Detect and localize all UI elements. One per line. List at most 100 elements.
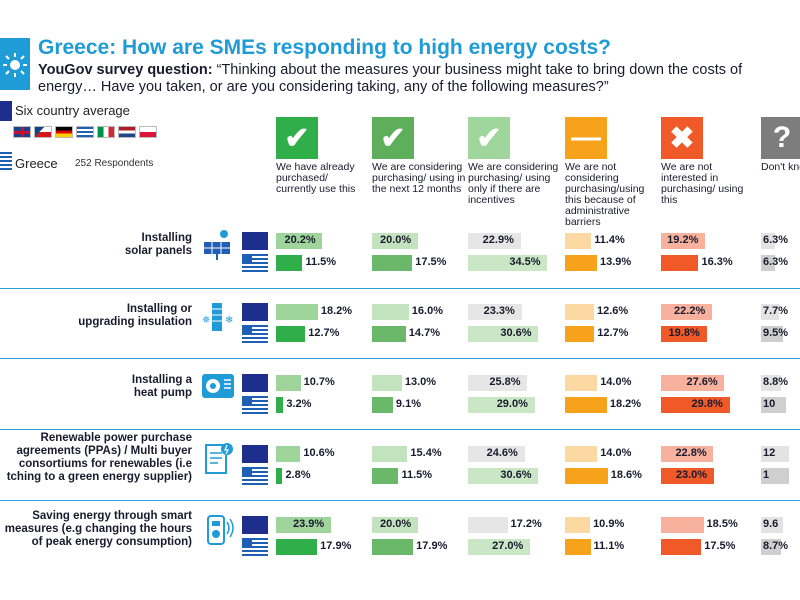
average-bar xyxy=(276,446,301,462)
greece-flag-icon xyxy=(76,126,94,138)
greece-bar xyxy=(661,326,707,342)
average-bar xyxy=(761,375,782,391)
average-value-label: 7.7% xyxy=(763,305,789,317)
greece-bar xyxy=(468,468,539,484)
average-bar xyxy=(372,375,402,391)
average-bar xyxy=(468,517,508,533)
average-value-label: 17.2% xyxy=(510,518,542,530)
average-bar xyxy=(661,304,713,320)
row-label: Renewable power purchase agreements (PPAs… xyxy=(7,432,192,484)
greece-bar xyxy=(565,468,608,484)
greece-bar xyxy=(661,397,730,413)
average-value-label: 19.2% xyxy=(667,234,699,246)
page-title: Greece: How are SMEs responding to high … xyxy=(38,36,611,59)
greece-value-label: 18.6% xyxy=(610,469,642,481)
greece-bar xyxy=(565,326,595,342)
average-bar xyxy=(661,517,704,533)
greece-flag-icon xyxy=(242,396,268,414)
greece-value-label: 10 xyxy=(763,398,776,410)
svg-text:✵: ✵ xyxy=(202,315,210,326)
greece-value-label: 3.2% xyxy=(286,398,312,410)
greece-legend-label: Greece xyxy=(15,156,58,171)
average-bar xyxy=(661,233,706,249)
average-value-label: 18.5% xyxy=(706,518,738,530)
six-country-legend-swatch xyxy=(0,101,12,121)
greece-value-label: 11.5% xyxy=(305,256,337,268)
greece-bar xyxy=(372,397,393,413)
question-label: YouGov survey question: xyxy=(38,62,213,78)
solar-panel-icon xyxy=(200,228,236,262)
check-icon: ✔ xyxy=(468,117,510,159)
greece-bar xyxy=(276,326,306,342)
minus-icon: — xyxy=(565,117,607,159)
greece-bar xyxy=(761,326,783,342)
row-separator xyxy=(0,358,800,359)
average-value-label: 10.7% xyxy=(303,376,335,388)
row-separator xyxy=(0,429,800,430)
smart-plug-icon xyxy=(200,512,236,546)
italy-flag-icon xyxy=(97,126,115,138)
average-value-label: 12.6% xyxy=(596,305,629,317)
average-bar xyxy=(276,517,331,533)
row-label-line: of peak energy consumption) xyxy=(31,535,192,548)
row-label-line: Installing xyxy=(141,232,192,244)
row-label-line: Installing a xyxy=(131,374,192,386)
average-value-label: 20.0% xyxy=(380,234,412,246)
average-value-label: 14.0% xyxy=(600,447,632,459)
column-header-label: We are not considering purchasing/using … xyxy=(565,161,645,228)
average-bar xyxy=(761,517,784,533)
greece-value-label: 6.3% xyxy=(763,256,789,268)
average-value-label: 9.6 xyxy=(763,518,779,530)
average-value-label: 13.0% xyxy=(404,376,437,388)
row-label-line: tching to a green energy supplier) xyxy=(6,471,192,483)
row-label-line: agreements (PPAs) / Multi buyer xyxy=(16,445,192,457)
greece-bar xyxy=(661,468,714,484)
greece-flag-icon xyxy=(242,538,268,556)
brand-logo xyxy=(0,38,30,90)
greece-flag-icon xyxy=(242,467,268,485)
average-bar xyxy=(565,233,592,249)
greece-value-label: 1 xyxy=(763,469,770,481)
average-bar xyxy=(372,446,408,462)
greece-value-label: 17.9% xyxy=(416,540,448,552)
average-value-label: 20.2% xyxy=(284,234,316,246)
average-value-label: 11.4% xyxy=(594,234,625,246)
uk-flag-icon xyxy=(13,126,31,138)
eu-flag-icon xyxy=(242,232,268,250)
column-header-label: Don't know xyxy=(761,161,800,173)
average-value-label: 23.9% xyxy=(292,518,325,530)
average-bar xyxy=(565,375,598,391)
insulation-icon: ✵ ❄ xyxy=(200,299,236,333)
average-value-label: 6.3% xyxy=(763,234,789,246)
greece-bar xyxy=(761,255,776,271)
greece-bar xyxy=(565,539,591,555)
greece-bar xyxy=(565,397,607,413)
greece-value-label: 8.7% xyxy=(763,540,789,552)
greece-bar xyxy=(276,468,283,484)
greece-value-label: 29.0% xyxy=(496,398,528,410)
greece-value-label: 11.5% xyxy=(401,469,433,481)
check-icon: ✔ xyxy=(276,117,318,159)
poland-flag-icon xyxy=(139,126,157,138)
greece-value-label: 27.0% xyxy=(492,540,524,552)
greece-flag-icon xyxy=(242,254,268,272)
greece-bar xyxy=(468,326,539,342)
row-label-line: consortiums for renewables (i.e xyxy=(18,458,192,470)
heat-pump-icon xyxy=(200,370,236,404)
sun-icon xyxy=(3,53,27,77)
eu-flag-icon xyxy=(242,374,268,392)
average-value-label: 15.4% xyxy=(410,447,442,459)
greece-value-label: 12.7% xyxy=(597,327,629,339)
greece-value-label: 13.9% xyxy=(599,256,632,268)
greece-value-label: 17.5% xyxy=(415,256,447,268)
greece-bar xyxy=(661,539,702,555)
column-header-label: We have already purchased/ currently use… xyxy=(276,161,356,195)
cross-icon: ✖ xyxy=(661,117,703,159)
greece-bar xyxy=(276,539,318,555)
eu-flag-icon xyxy=(242,445,268,463)
greece-value-label: 14.7% xyxy=(408,327,440,339)
column-header-label: We are considering purchasing/ using onl… xyxy=(468,161,559,206)
greece-bar xyxy=(372,539,414,555)
row-label: Installing solar panels xyxy=(125,232,192,258)
average-bar xyxy=(372,517,418,533)
